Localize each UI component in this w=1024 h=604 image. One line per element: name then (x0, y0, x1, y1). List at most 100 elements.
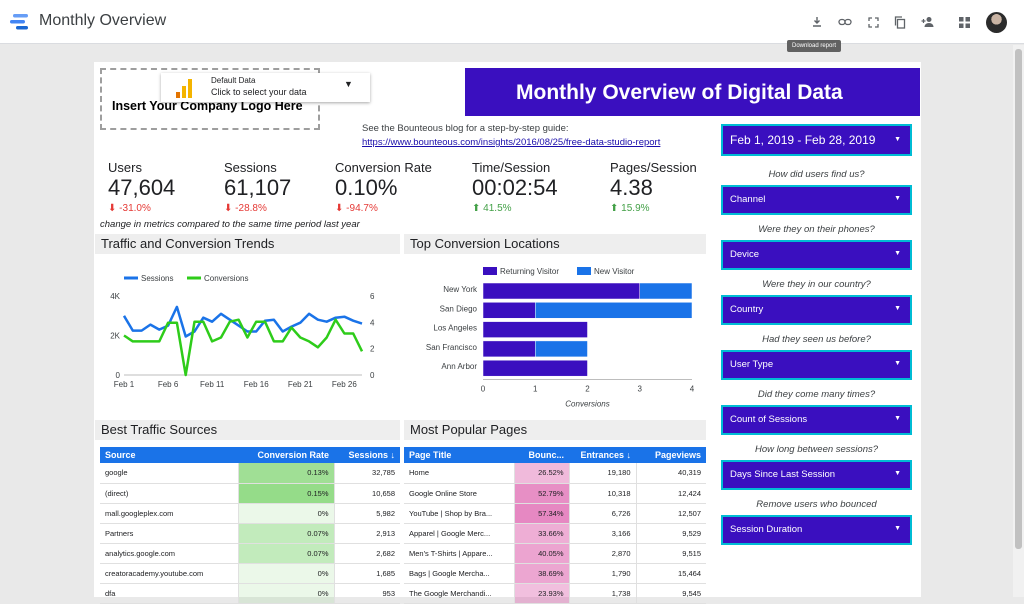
report-canvas: Insert Your Company Logo Here Default Da… (94, 62, 921, 604)
cell-entrances: 1,790 (568, 563, 636, 584)
download-icon[interactable] (808, 13, 826, 31)
bar-segment (482, 321, 588, 338)
scrollbar-thumb[interactable] (1015, 49, 1022, 549)
filter-question: Had they seen us before? (762, 334, 871, 345)
cell-conversion-rate: 0.07% (237, 543, 334, 564)
arrow-up-icon: ⬆ (610, 203, 619, 214)
table-row[interactable]: mall.googleplex.com 0% 5,982 (100, 503, 400, 524)
table-row[interactable]: YouTube | Shop by Bra... 57.34% 6,726 12,50… (404, 503, 706, 524)
col-header-source[interactable]: Source (100, 447, 238, 463)
top-locations-bar-chart[interactable]: Returning Visitor New Visitor New York San … (404, 260, 709, 410)
table-row[interactable]: Men's T-Shirts | Appare... 40.05% 2,870 9,5… (404, 543, 706, 564)
filter-question: Did they come many times? (757, 389, 876, 400)
cell-page-title: YouTube | Shop by Bra... (404, 503, 514, 524)
filter-channel[interactable]: Channel ▼ (721, 185, 912, 215)
category-label: New York (443, 285, 478, 294)
report-title[interactable]: Monthly Overview (39, 12, 167, 29)
tooltip: Download report (787, 40, 842, 52)
cell-pageviews: 9,545 (635, 583, 706, 604)
table-row[interactable]: The Google Merchandi... 23.93% 1,738 9,545 (404, 583, 706, 604)
cell-sessions: 32,785 (333, 463, 400, 484)
col-header-sessions[interactable]: Sessions ↓ (334, 447, 400, 463)
section-title-trends: Traffic and Conversion Trends (95, 234, 400, 254)
col-header-conversion-rate[interactable]: Conversion Rate (238, 447, 334, 463)
avatar[interactable] (986, 12, 1007, 33)
table-row[interactable]: dfa 0% 953 (100, 583, 400, 604)
date-range-picker[interactable]: Feb 1, 2019 - Feb 28, 2019 ▼ (721, 124, 912, 156)
apps-icon[interactable] (955, 13, 973, 31)
table-row[interactable]: google 0.13% 32,785 (100, 463, 400, 484)
link-icon[interactable] (836, 13, 854, 31)
table-row[interactable]: Partners 0.07% 2,913 (100, 523, 400, 544)
cell-conversion-rate: 0% (237, 583, 334, 604)
table-row[interactable]: Google Online Store 52.79% 10,318 12,424 (404, 483, 706, 504)
x-tick-label: Feb 6 (158, 380, 179, 389)
section-title-sources: Best Traffic Sources (95, 420, 400, 440)
filter-device[interactable]: Device ▼ (721, 240, 912, 270)
cell-conversion-rate: 0% (237, 503, 334, 524)
filter-days-since-last-session[interactable]: Days Since Last Session ▼ (721, 460, 912, 490)
cell-source: mall.googleplex.com (100, 503, 238, 524)
filter-count-of-sessions[interactable]: Count of Sessions ▼ (721, 405, 912, 435)
top-bar: Monthly Overview (0, 0, 1024, 44)
kpi-change: ⬆ 41.5% (472, 203, 512, 214)
cell-sessions: 10,658 (333, 483, 400, 504)
data-studio-logo-icon (10, 14, 28, 30)
logo-placeholder-text: Insert Your Company Logo Here (112, 99, 303, 113)
cell-bounce-rate: 57.34% (513, 503, 569, 524)
kpi-users: Users 47,604 ⬇ -31.0% (108, 160, 175, 214)
cell-entrances: 10,318 (568, 483, 636, 504)
dropdown-arrow-icon: ▼ (894, 305, 901, 312)
filter-label: Days Since Last Session (730, 469, 836, 480)
kpi-label: Time/Session (472, 160, 551, 175)
col-header-pageviews[interactable]: Pageviews (636, 447, 706, 463)
data-source-name: Default Data (211, 76, 256, 85)
table-row[interactable]: (direct) 0.15% 10,658 (100, 483, 400, 504)
col-header-page-title[interactable]: Page Title (404, 447, 514, 463)
dropdown-arrow-icon: ▼ (894, 525, 901, 532)
x-tick-label: Feb 26 (332, 380, 357, 389)
vertical-scrollbar[interactable] (1013, 45, 1024, 597)
filter-label: User Type (730, 359, 774, 370)
table-row[interactable]: analytics.google.com 0.07% 2,682 (100, 543, 400, 564)
cell-sessions: 2,913 (333, 523, 400, 544)
filter-question: How did users find us? (768, 169, 865, 180)
cell-bounce-rate: 33.66% (513, 523, 569, 544)
table-row[interactable]: Home 26.52% 19,180 40,319 (404, 463, 706, 484)
fullscreen-icon[interactable] (864, 13, 882, 31)
kpi-time-per-session: Time/Session 00:02:54 ⬆ 41.5% (472, 160, 558, 214)
data-source-selector[interactable]: Default Data Click to select your data ▼ (161, 73, 370, 102)
cell-source: creatoracademy.youtube.com (100, 563, 238, 584)
banner-title: Monthly Overview of Digital Data (516, 81, 843, 104)
cell-source: Partners (100, 523, 238, 544)
legend-swatch (577, 267, 591, 275)
kpi-conversion-rate: Conversion Rate 0.10% ⬇ -94.7% (335, 160, 432, 214)
filter-country[interactable]: Country ▼ (721, 295, 912, 325)
table-row[interactable]: Bags | Google Mercha... 38.69% 1,790 15,464 (404, 563, 706, 584)
filter-user-type[interactable]: User Type ▼ (721, 350, 912, 380)
cell-bounce-rate: 52.79% (513, 483, 569, 504)
blog-link[interactable]: https://www.bounteous.com/insights/2016/… (362, 137, 661, 148)
cell-page-title: The Google Merchandi... (404, 583, 514, 604)
col-header-entrances[interactable]: Entrances ↓ (569, 447, 636, 463)
traffic-conversion-line-chart[interactable]: Sessions Conversions 0 2K 4K 0 2 4 6 Feb 1 Feb 6 Fe… (94, 260, 399, 400)
arrow-up-icon: ⬆ (472, 203, 481, 214)
filter-session-duration[interactable]: Session Duration ▼ (721, 515, 912, 545)
dropdown-arrow-icon: ▼ (894, 250, 901, 257)
arrow-down-icon: ⬇ (224, 203, 233, 214)
legend-label: Conversions (204, 274, 248, 283)
x-tick-label: Feb 21 (288, 380, 313, 389)
kpi-change: ⬆ 15.9% (610, 203, 650, 214)
cell-page-title: Bags | Google Mercha... (404, 563, 514, 584)
share-icon[interactable] (919, 13, 937, 31)
table-row[interactable]: Apparel | Google Merc... 33.66% 3,166 9,529 (404, 523, 706, 544)
copy-icon[interactable] (891, 13, 909, 31)
category-label: San Diego (440, 304, 478, 313)
table-row[interactable]: creatoracademy.youtube.com 0% 1,685 (100, 563, 400, 584)
kpi-value: 47,604 (108, 175, 176, 200)
y-right-tick-label: 2 (370, 345, 375, 354)
cell-pageviews: 9,529 (635, 523, 706, 544)
col-header-bounce-rate[interactable]: Bounc... (514, 447, 569, 463)
x-tick-label: 4 (690, 385, 695, 394)
bar-chart-icon (176, 78, 196, 98)
